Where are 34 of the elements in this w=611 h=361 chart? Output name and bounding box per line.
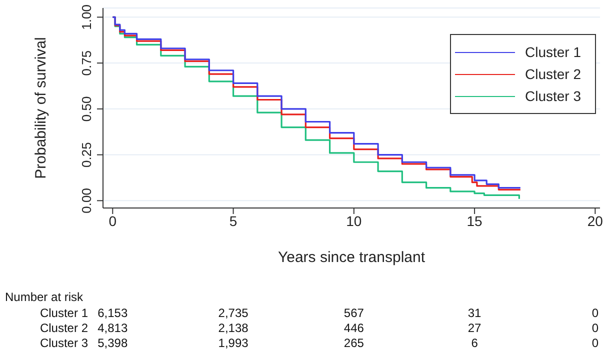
text: 1,993 xyxy=(217,336,250,350)
text: 265 xyxy=(342,336,365,350)
text: Cluster 1 xyxy=(40,306,88,320)
y-axis-title: Probability of survival xyxy=(32,37,50,179)
text: 5,398 xyxy=(98,336,128,350)
text: 0 xyxy=(590,336,600,350)
legend-label: Cluster 3 xyxy=(525,87,582,106)
text: 446 xyxy=(342,321,365,335)
y-tick-label: 1.00 xyxy=(79,4,94,30)
text: 2,138 xyxy=(217,321,250,335)
y-tick-label: 0.00 xyxy=(79,188,94,214)
text: 27 xyxy=(466,321,482,335)
text: 567 xyxy=(342,306,365,320)
legend-label: Cluster 1 xyxy=(525,43,582,62)
text: Number at risk xyxy=(5,290,84,304)
text: Cluster 2 xyxy=(40,321,88,335)
x-tick-label: 15 xyxy=(466,212,483,229)
text: 31 xyxy=(466,306,482,320)
x-axis-title: Years since transplant xyxy=(278,249,426,266)
y-tick-label: 0.75 xyxy=(79,50,94,76)
y-tick-label: 0.25 xyxy=(79,142,94,168)
text: 6 xyxy=(470,336,479,350)
text: 2,735 xyxy=(217,306,250,320)
text: 0 xyxy=(590,306,600,320)
text: 4,813 xyxy=(98,321,128,335)
text: 0 xyxy=(590,321,600,335)
x-tick-label: 10 xyxy=(346,212,362,229)
x-tick-label: 5 xyxy=(229,212,238,229)
text: Cluster 3 xyxy=(40,336,88,350)
text: 6,153 xyxy=(98,306,128,320)
x-tick-label: 20 xyxy=(587,212,604,229)
x-tick-label: 0 xyxy=(108,212,117,229)
legend-label: Cluster 2 xyxy=(525,65,582,84)
y-tick-label: 0.50 xyxy=(79,96,94,122)
